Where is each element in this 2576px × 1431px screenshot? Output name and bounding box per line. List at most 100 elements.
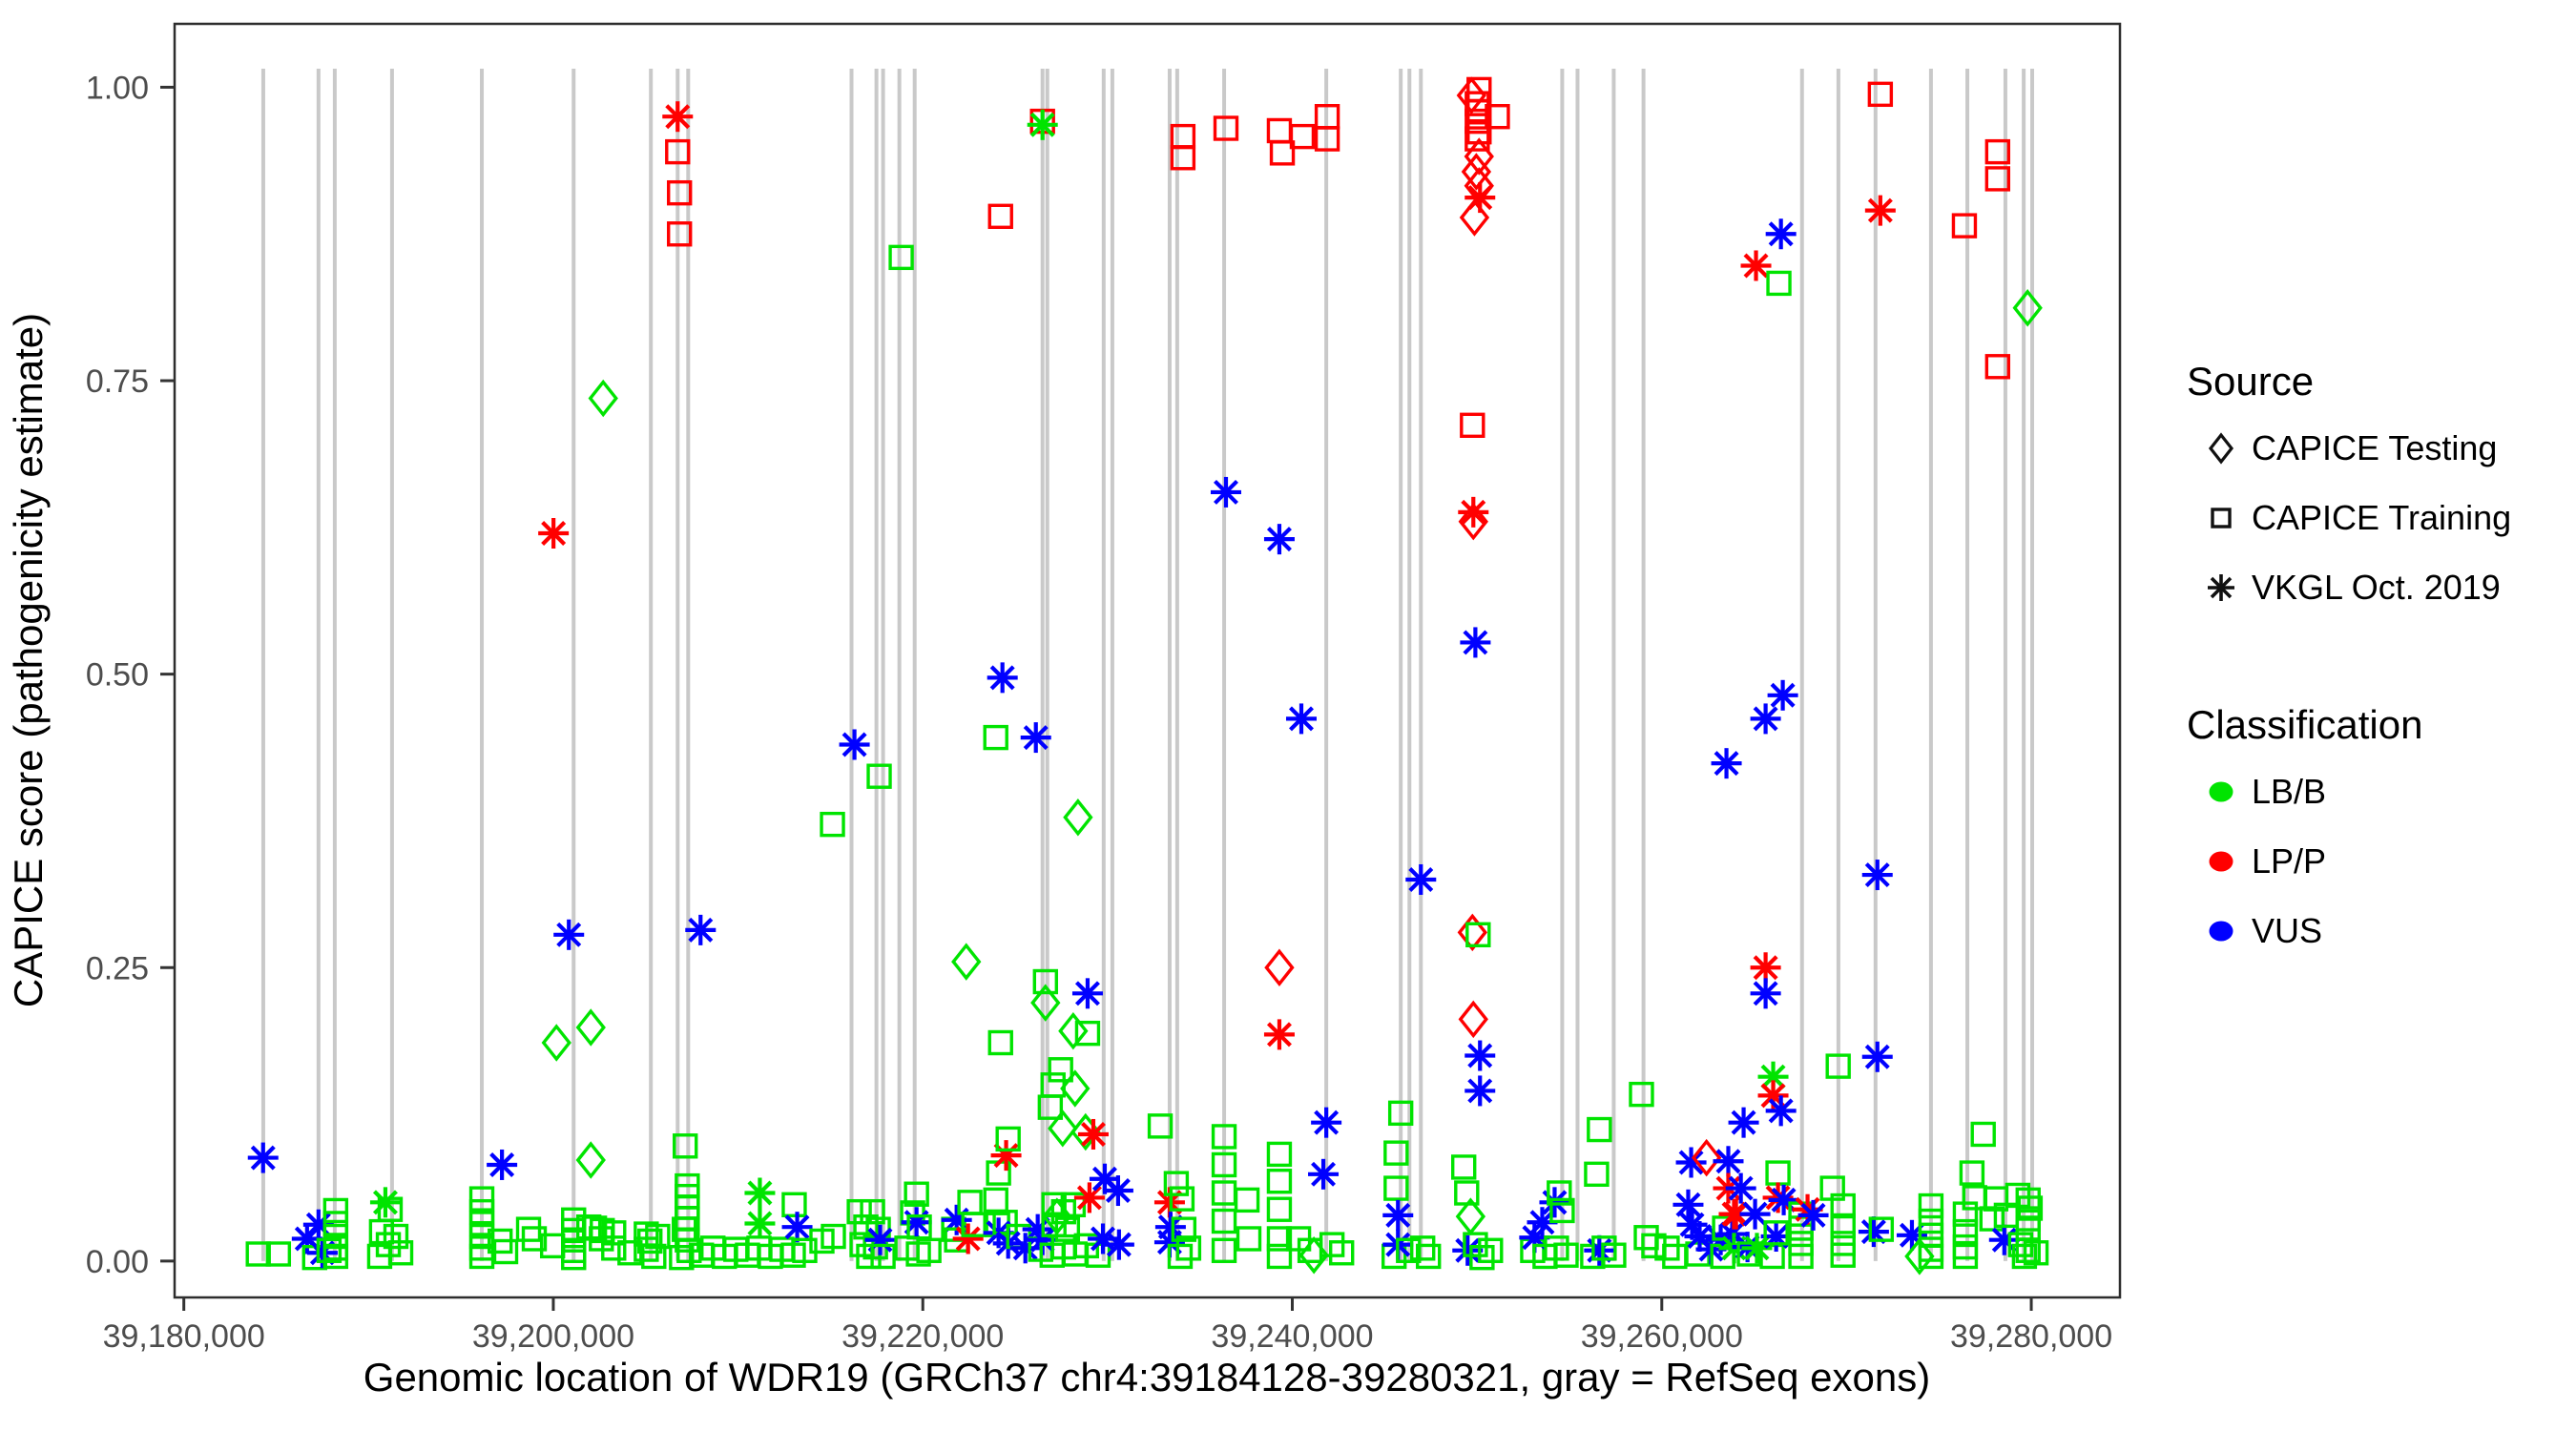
data-point xyxy=(2017,1195,2044,1221)
data-point xyxy=(1740,250,1772,281)
data-point xyxy=(1861,860,1893,891)
data-point xyxy=(1952,1218,1979,1245)
y-tick-label: 1.00 xyxy=(86,70,149,106)
data-point xyxy=(1396,1237,1422,1263)
data-point xyxy=(1048,1110,1078,1148)
data-point xyxy=(1951,213,1978,238)
legend-item-lp-p: LP/P xyxy=(2187,826,2568,896)
legend-source: Source CAPICE Testing CAPICE Training VKGL… xyxy=(2187,362,2568,622)
data-point xyxy=(983,724,1008,751)
data-point xyxy=(1739,1198,1771,1230)
data-point xyxy=(601,1220,627,1246)
data-point xyxy=(1454,1180,1480,1206)
data-point xyxy=(1314,126,1340,152)
data-point xyxy=(322,1211,349,1236)
data-point xyxy=(1728,1107,1759,1138)
data-point xyxy=(1027,109,1058,140)
data-point xyxy=(1073,1182,1105,1213)
data-point xyxy=(1984,354,2011,380)
data-point xyxy=(1211,1237,1237,1263)
data-point xyxy=(1458,502,1488,541)
data-point xyxy=(1959,1160,1985,1186)
data-point xyxy=(1210,476,1241,508)
data-point xyxy=(1750,952,1781,984)
data-point xyxy=(1788,1243,1814,1270)
dot-icon xyxy=(2209,851,2233,871)
legend-item-label: CAPICE Training xyxy=(2252,497,2512,537)
data-point xyxy=(1654,1235,1680,1261)
data-point xyxy=(247,1142,279,1173)
data-point xyxy=(1171,1216,1197,1242)
data-point xyxy=(1459,198,1490,237)
plot-panel-border xyxy=(173,22,2122,1299)
data-point xyxy=(821,1223,846,1250)
legend-source-items: CAPICE Testing CAPICE Training VKGL Oct. 2… xyxy=(2187,413,2568,622)
data-point xyxy=(1063,798,1093,837)
data-point xyxy=(1469,1244,1495,1271)
data-point xyxy=(2015,1187,2041,1213)
data-point xyxy=(1797,1199,1829,1231)
data-point xyxy=(662,101,694,133)
data-point xyxy=(322,1243,349,1270)
data-point xyxy=(1984,138,2011,165)
data-point xyxy=(1766,270,1792,297)
x-tick-label: 39,220,000 xyxy=(841,1318,1004,1355)
x-tick-label: 39,180,000 xyxy=(103,1318,265,1355)
data-point xyxy=(990,1140,1022,1172)
data-point xyxy=(1765,1160,1791,1186)
data-point xyxy=(1465,91,1490,116)
data-point xyxy=(864,1224,896,1255)
legend-source-title: Source xyxy=(2187,359,2315,404)
data-point xyxy=(673,1133,698,1159)
legend-item-label: CAPICE Testing xyxy=(2252,427,2498,467)
diamond-icon xyxy=(2208,431,2234,465)
data-point xyxy=(1952,1243,1979,1270)
x-tick-label: 39,280,000 xyxy=(1950,1318,2112,1355)
legend-item-vkgl-oct-2019: VKGL Oct. 2019 xyxy=(2187,552,2568,622)
data-point xyxy=(1452,1234,1484,1266)
data-point xyxy=(2012,289,2043,327)
data-point xyxy=(1918,1243,1944,1270)
legend-item-label: VUS xyxy=(2252,910,2323,950)
data-point xyxy=(1767,679,1798,711)
data-points-layer xyxy=(245,76,2049,1275)
data-point xyxy=(1266,117,1293,144)
data-point xyxy=(1211,1124,1237,1150)
axes-layer: 39,180,000 39,200,000 39,220,000 39,240,000… xyxy=(86,70,2112,1355)
data-point xyxy=(1405,863,1437,895)
data-point xyxy=(1102,1175,1133,1207)
x-tick-label: 39,260,000 xyxy=(1581,1318,1743,1355)
data-point xyxy=(1383,1175,1409,1201)
data-point xyxy=(992,1210,1018,1235)
dot-icon xyxy=(2209,921,2233,941)
data-point xyxy=(952,1223,984,1255)
data-point xyxy=(870,1243,896,1270)
data-point xyxy=(1458,1000,1488,1039)
data-point xyxy=(316,1237,343,1263)
data-point xyxy=(2015,1237,2041,1263)
data-point xyxy=(951,943,982,981)
data-point xyxy=(1587,1116,1612,1143)
asterisk-icon xyxy=(2208,573,2234,601)
data-point xyxy=(2023,1240,2049,1266)
data-point xyxy=(1169,1186,1195,1212)
data-point xyxy=(1416,1243,1442,1270)
data-point xyxy=(1308,1158,1340,1190)
data-point xyxy=(1858,1216,1889,1248)
legend-classification-items: LB/B LP/P VUS xyxy=(2187,757,2568,965)
data-point xyxy=(1032,968,1059,995)
data-point xyxy=(1289,123,1316,150)
data-point xyxy=(1553,1242,1579,1268)
data-point xyxy=(1465,126,1490,152)
legend-classification-title: Classification xyxy=(2187,702,2423,747)
data-point xyxy=(961,1212,987,1237)
data-point xyxy=(377,1196,404,1222)
data-point xyxy=(1236,1226,1262,1252)
data-point xyxy=(1234,1187,1260,1213)
data-point xyxy=(1633,1225,1659,1251)
data-point xyxy=(1464,137,1494,176)
data-point xyxy=(1549,1197,1575,1224)
data-point xyxy=(1465,1040,1496,1071)
data-point xyxy=(1456,76,1487,114)
